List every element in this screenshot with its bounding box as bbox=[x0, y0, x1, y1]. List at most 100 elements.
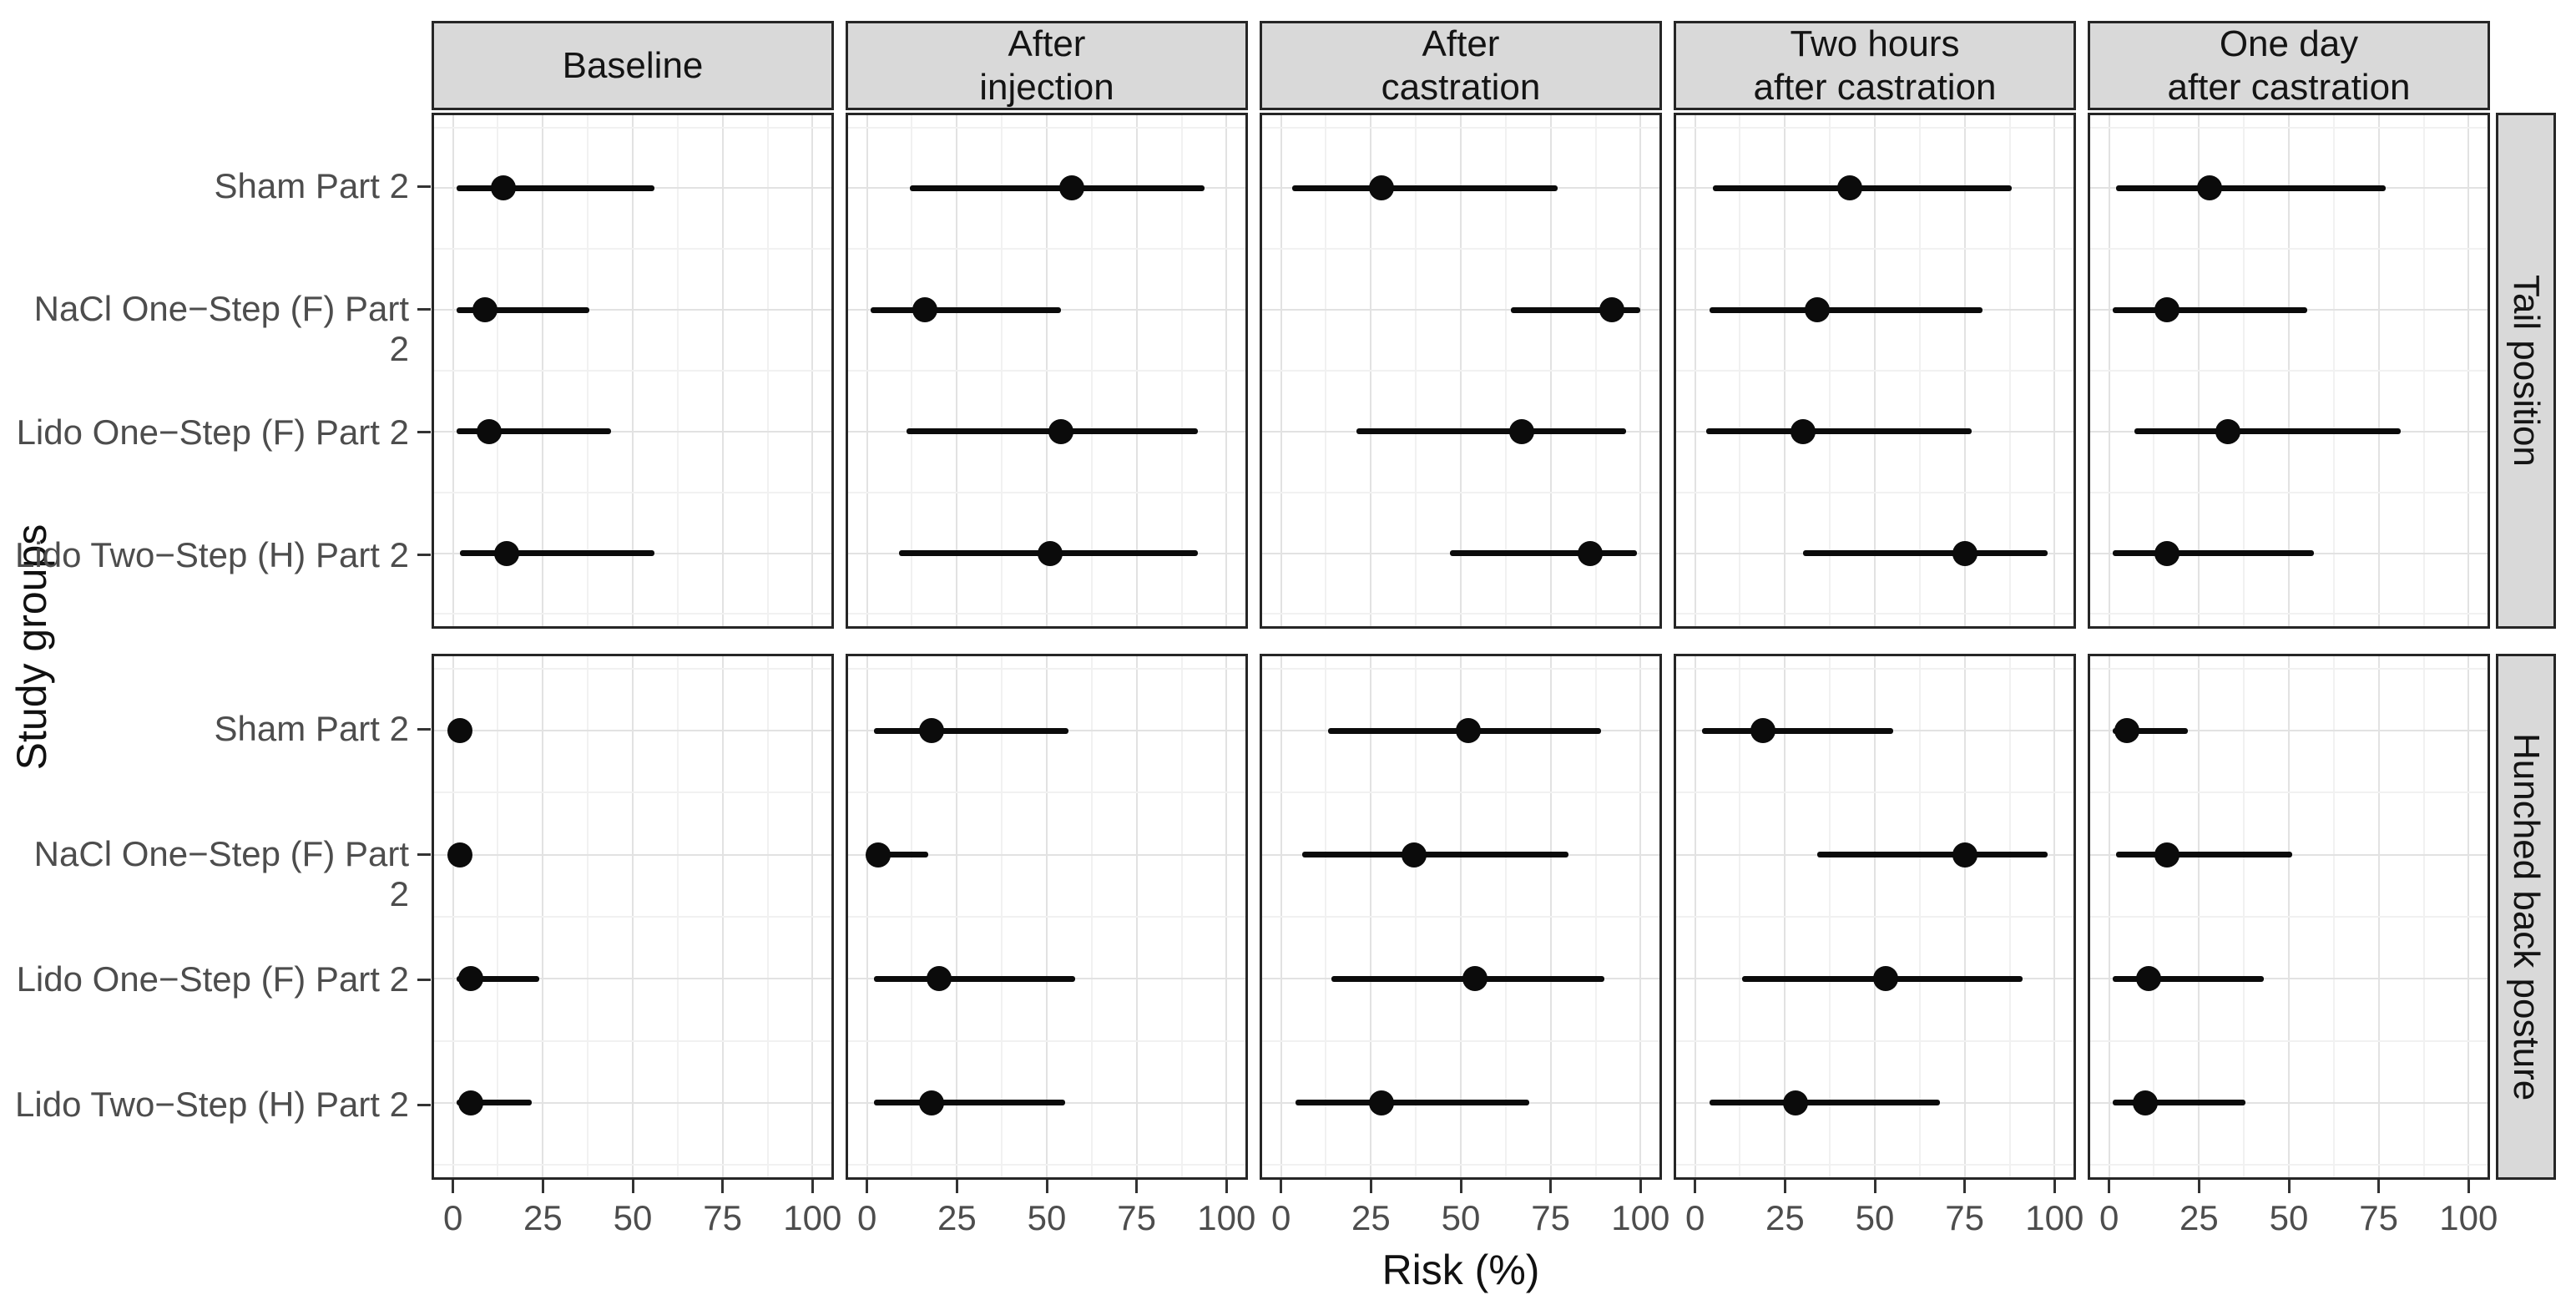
y-tick-mark bbox=[417, 978, 431, 981]
gridline-minor-h bbox=[848, 667, 1245, 670]
x-tick-mark bbox=[866, 1180, 869, 1193]
x-tick-label: 0 bbox=[442, 1198, 463, 1237]
ci-line bbox=[870, 306, 1062, 313]
facet-panel bbox=[1674, 654, 2076, 1180]
ci-line bbox=[910, 185, 1205, 191]
point-estimate-dot bbox=[490, 175, 516, 201]
ci-line bbox=[456, 975, 539, 982]
gridline-minor-h bbox=[434, 916, 831, 918]
x-tick-mark bbox=[955, 1180, 958, 1193]
facet-panel bbox=[1674, 113, 2076, 629]
ci-line bbox=[456, 428, 612, 435]
col-facet-strip-label: Baseline bbox=[562, 44, 704, 86]
x-tick-mark bbox=[1459, 1180, 1462, 1193]
point-estimate-dot bbox=[2197, 175, 2223, 201]
y-tick-label: Sham Part 2 bbox=[214, 166, 409, 206]
ci-line bbox=[460, 550, 654, 557]
gridline-minor-h bbox=[434, 491, 831, 493]
x-tick-mark bbox=[1783, 1180, 1786, 1193]
ci-line bbox=[1713, 185, 2012, 191]
gridline-major-h bbox=[2090, 730, 2488, 732]
point-estimate-dot bbox=[2136, 966, 2162, 992]
ci-line bbox=[1511, 306, 1641, 313]
gridline-minor-h bbox=[1676, 248, 2073, 250]
point-estimate-dot bbox=[1599, 297, 1624, 323]
ci-line bbox=[456, 1100, 533, 1106]
point-estimate-dot bbox=[458, 966, 484, 992]
gridline-minor-h bbox=[2090, 667, 2488, 670]
x-tick-mark bbox=[2053, 1180, 2056, 1193]
ci-line bbox=[874, 1100, 1065, 1106]
gridline-minor-h bbox=[848, 1164, 1245, 1166]
y-axis-title: Study groups bbox=[8, 524, 55, 771]
y-tick-label: Sham Part 2 bbox=[214, 709, 409, 749]
gridline-minor-h bbox=[848, 491, 1245, 493]
ci-line bbox=[2112, 727, 2189, 734]
ci-line bbox=[456, 306, 590, 313]
gridline-minor-h bbox=[1262, 370, 1659, 372]
row-facet-strip-label: Hunched back posture bbox=[2506, 732, 2547, 1101]
gridline-minor-h bbox=[434, 248, 831, 250]
y-tick-label: Lido One−Step (F) Part 2 bbox=[16, 412, 409, 452]
gridline-minor-h bbox=[2090, 792, 2488, 794]
ci-line bbox=[1817, 852, 2048, 858]
gridline-minor-h bbox=[1676, 613, 2073, 615]
gridline-minor-h bbox=[1262, 248, 1659, 250]
point-estimate-dot bbox=[919, 1090, 945, 1115]
gridline-minor-h bbox=[1676, 667, 2073, 670]
point-estimate-dot bbox=[2154, 540, 2179, 566]
point-estimate-dot bbox=[1578, 540, 1604, 566]
x-tick-mark bbox=[2197, 1180, 2200, 1193]
x-tick-label: 75 bbox=[1117, 1198, 1157, 1237]
gridline-minor-h bbox=[848, 792, 1245, 794]
point-estimate-dot bbox=[476, 418, 502, 444]
x-tick-label: 75 bbox=[2359, 1198, 2399, 1237]
point-estimate-dot bbox=[1750, 718, 1776, 744]
x-tick-mark bbox=[811, 1180, 814, 1193]
facet-panel bbox=[432, 113, 834, 629]
x-tick-mark bbox=[2467, 1180, 2470, 1193]
point-estimate-dot bbox=[865, 842, 891, 868]
point-estimate-dot bbox=[1059, 175, 1085, 201]
point-estimate-dot bbox=[1402, 842, 1427, 868]
gridline-minor-h bbox=[434, 613, 831, 615]
ci-line bbox=[1709, 1100, 1940, 1106]
ci-line bbox=[2112, 1100, 2246, 1106]
point-estimate-dot bbox=[1462, 966, 1488, 992]
ci-line bbox=[456, 185, 654, 191]
ci-line bbox=[1709, 306, 1983, 313]
gridline-minor-h bbox=[1262, 792, 1659, 794]
point-estimate-dot bbox=[458, 1090, 484, 1115]
x-tick-label: 50 bbox=[2269, 1198, 2309, 1237]
gridline-minor-h bbox=[1676, 916, 2073, 918]
ci-line bbox=[2134, 428, 2401, 435]
ci-line bbox=[1295, 1100, 1529, 1106]
col-facet-strip: Baseline bbox=[432, 21, 834, 110]
point-estimate-dot bbox=[1369, 175, 1395, 201]
x-tick-mark bbox=[631, 1180, 634, 1193]
gridline-minor-h bbox=[434, 792, 831, 794]
gridline-minor-h bbox=[1676, 126, 2073, 129]
col-facet-strip-label: After castration bbox=[1381, 23, 1541, 108]
ci-line bbox=[1291, 185, 1558, 191]
x-tick-mark bbox=[1549, 1180, 1553, 1193]
facet-panel bbox=[432, 654, 834, 1180]
facet-panel bbox=[846, 113, 1248, 629]
row-facet-strip: Tail position bbox=[2496, 113, 2556, 629]
gridline-minor-h bbox=[848, 370, 1245, 372]
x-tick-label: 25 bbox=[1351, 1198, 1391, 1237]
gridline-major-h bbox=[434, 1101, 831, 1104]
gridline-minor-h bbox=[1262, 491, 1659, 493]
y-tick-label: NaCl One−Step (F) Part 2 bbox=[33, 834, 409, 914]
gridline-minor-h bbox=[2090, 248, 2488, 250]
gridline-major-h bbox=[2090, 978, 2488, 980]
x-tick-mark bbox=[1280, 1180, 1283, 1193]
gridline-major-h bbox=[1262, 309, 1659, 311]
gridline-major-h bbox=[848, 853, 1245, 856]
col-facet-strip-label: One day after castration bbox=[2167, 23, 2411, 108]
x-tick-label: 25 bbox=[937, 1198, 977, 1237]
row-facet-strip: Hunched back posture bbox=[2496, 654, 2556, 1180]
x-tick-label: 0 bbox=[2099, 1198, 2119, 1237]
x-tick-mark bbox=[721, 1180, 725, 1193]
gridline-minor-h bbox=[2090, 916, 2488, 918]
